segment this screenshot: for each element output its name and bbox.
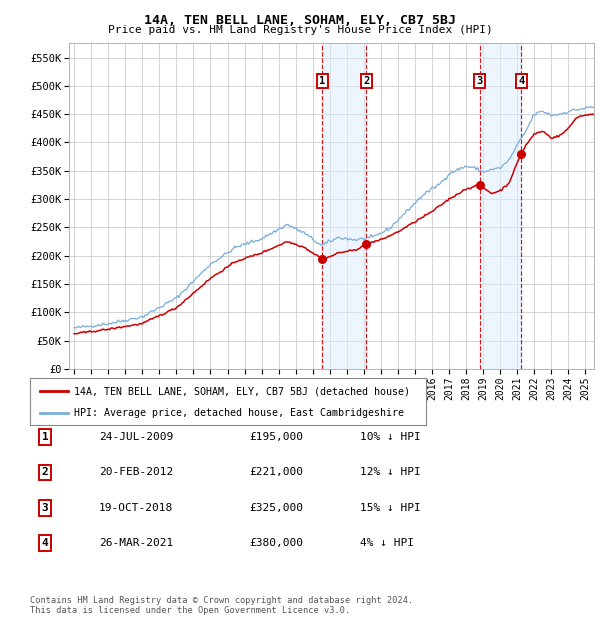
Text: 1: 1: [41, 432, 49, 442]
Text: 4: 4: [518, 76, 524, 86]
Text: 24-JUL-2009: 24-JUL-2009: [99, 432, 173, 442]
Text: 12% ↓ HPI: 12% ↓ HPI: [360, 467, 421, 477]
Text: 4% ↓ HPI: 4% ↓ HPI: [360, 538, 414, 548]
Text: £380,000: £380,000: [249, 538, 303, 548]
Text: 10% ↓ HPI: 10% ↓ HPI: [360, 432, 421, 442]
Text: HPI: Average price, detached house, East Cambridgeshire: HPI: Average price, detached house, East…: [74, 408, 404, 418]
Text: 14A, TEN BELL LANE, SOHAM, ELY, CB7 5BJ (detached house): 14A, TEN BELL LANE, SOHAM, ELY, CB7 5BJ …: [74, 386, 410, 396]
Text: £325,000: £325,000: [249, 503, 303, 513]
Bar: [480, 43, 521, 369]
Text: 2: 2: [41, 467, 49, 477]
Bar: [322, 43, 366, 369]
Text: 26-MAR-2021: 26-MAR-2021: [99, 538, 173, 548]
Text: 14A, TEN BELL LANE, SOHAM, ELY, CB7 5BJ: 14A, TEN BELL LANE, SOHAM, ELY, CB7 5BJ: [144, 14, 456, 27]
Text: 4: 4: [41, 538, 49, 548]
Text: Price paid vs. HM Land Registry's House Price Index (HPI): Price paid vs. HM Land Registry's House …: [107, 25, 493, 35]
Text: £221,000: £221,000: [249, 467, 303, 477]
Text: 19-OCT-2018: 19-OCT-2018: [99, 503, 173, 513]
Text: 1: 1: [319, 76, 325, 86]
Text: 3: 3: [41, 503, 49, 513]
Text: 3: 3: [476, 76, 483, 86]
Text: £195,000: £195,000: [249, 432, 303, 442]
Text: 2: 2: [363, 76, 369, 86]
Text: 20-FEB-2012: 20-FEB-2012: [99, 467, 173, 477]
Text: Contains HM Land Registry data © Crown copyright and database right 2024.
This d: Contains HM Land Registry data © Crown c…: [30, 596, 413, 615]
Text: 15% ↓ HPI: 15% ↓ HPI: [360, 503, 421, 513]
